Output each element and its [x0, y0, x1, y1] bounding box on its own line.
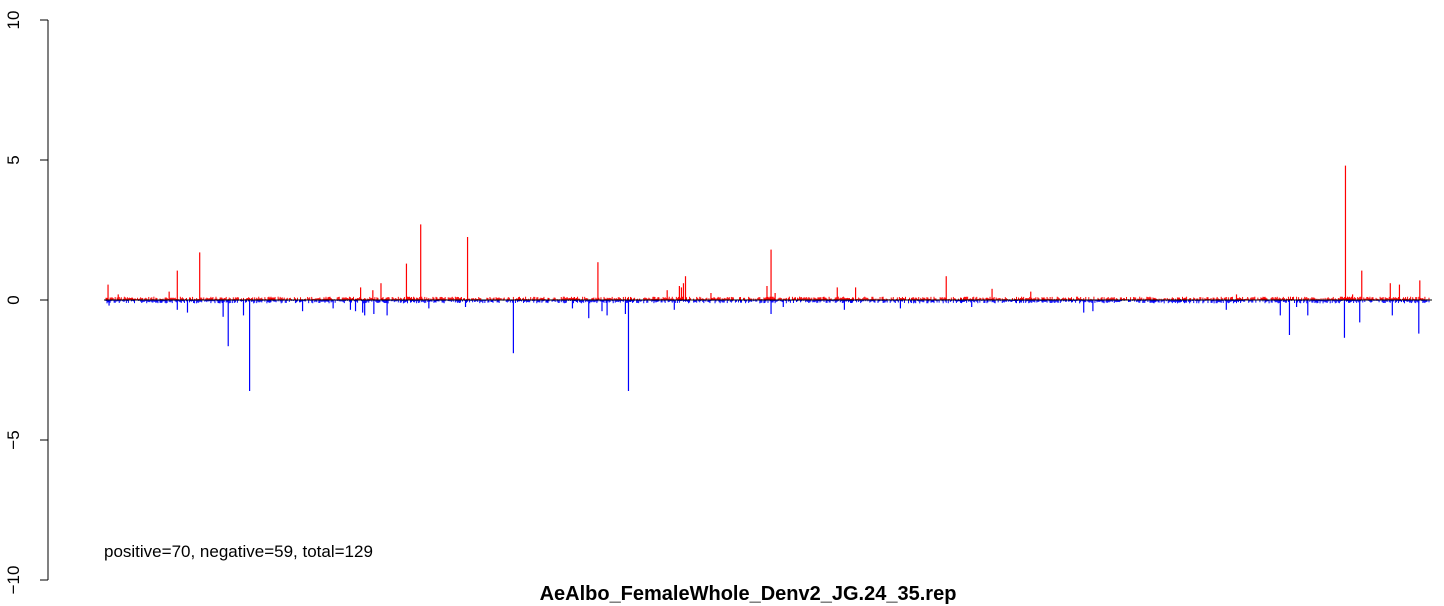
y-tick-label: −10 — [4, 566, 23, 595]
y-axis-ticks: 10 5 0 −5 −10 — [4, 11, 48, 595]
data-bars — [107, 165, 1421, 391]
chart-title: AeAlbo_FemaleWhole_Denv2_JG.24_35.rep — [540, 583, 957, 605]
y-tick-label: 0 — [4, 295, 23, 304]
count-annotation: positive=70, negative=59, total=129 — [104, 542, 373, 561]
y-tick-label: 5 — [4, 155, 23, 164]
y-tick-label: 10 — [4, 11, 23, 30]
y-tick-label: −5 — [4, 430, 23, 449]
